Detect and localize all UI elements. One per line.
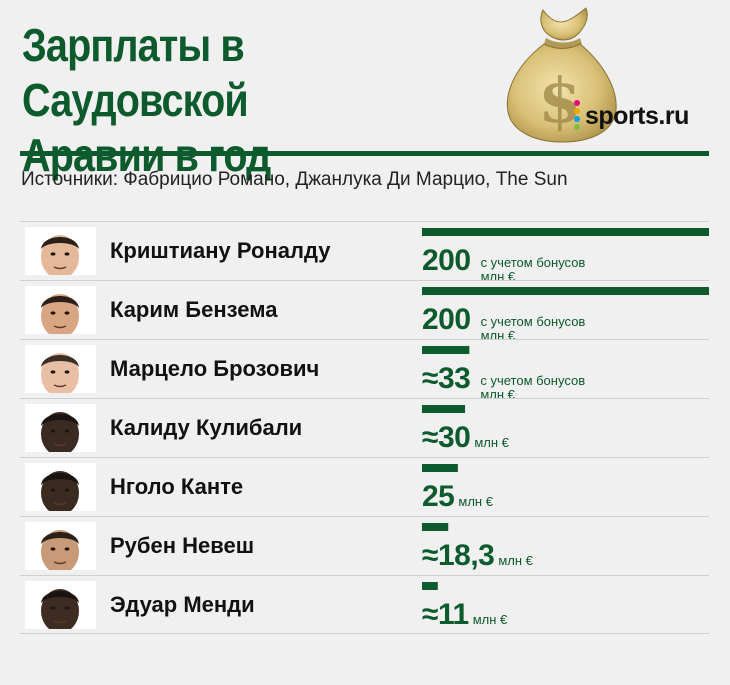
bar-track <box>422 582 438 590</box>
salary-bar <box>422 582 438 590</box>
salary-bar <box>422 346 470 354</box>
salary-number: 200 <box>422 244 471 277</box>
logo-text: sports.ru <box>585 101 689 130</box>
player-photo <box>25 286 96 334</box>
salary-value: ≈18,3 млн € <box>422 541 533 571</box>
salary-bar <box>422 464 458 472</box>
title-rule <box>20 151 709 156</box>
salary-number: 200 <box>422 303 471 336</box>
bar-track <box>422 287 709 295</box>
sources-note: Источники: Фабрицио Романо, Джанлука Ди … <box>21 169 568 190</box>
face-icon <box>41 589 79 629</box>
player-photo <box>25 404 96 452</box>
bonus-note: с учетом бонусов <box>480 373 586 388</box>
face-icon <box>41 412 79 452</box>
unit-label: млн € <box>472 612 508 627</box>
title-line-1: Зарплаты в Саудовской <box>22 19 249 126</box>
bar-track <box>422 523 449 531</box>
player-row: Карим Бензема 200 с учетом бонусов млн € <box>20 280 709 343</box>
player-photo <box>25 227 96 275</box>
face-icon <box>41 530 79 570</box>
unit-label: млн € <box>498 553 533 568</box>
unit-label: млн € <box>474 435 509 450</box>
player-photo <box>25 345 96 393</box>
salary-chart: Криштиану Роналду 200 с учетом бонусов млн … <box>20 221 709 634</box>
salary-bar <box>422 228 709 236</box>
salary-value: ≈30 млн € <box>422 423 509 453</box>
bonus-note: с учетом бонусов <box>480 314 586 329</box>
face-icon <box>41 294 79 334</box>
logo-dots-icon <box>572 100 582 132</box>
player-name: Эдуар Менди <box>110 592 255 617</box>
player-row: Калиду Кулибали ≈30 млн € <box>20 398 709 457</box>
face-icon <box>41 353 79 393</box>
face-icon <box>41 471 79 511</box>
bonus-note: с учетом бонусов <box>480 255 586 270</box>
player-name: Нголо Канте <box>110 474 244 499</box>
salary-number: 25 <box>422 480 455 513</box>
salary-number: ≈18,3 <box>422 539 495 572</box>
unit-label: млн € <box>458 494 493 509</box>
player-name: Карим Бензема <box>110 297 278 322</box>
salary-bar <box>422 287 709 295</box>
player-photo <box>25 463 96 511</box>
page-title: Зарплаты в Саудовской Аравии в год <box>22 18 469 183</box>
salary-number: ≈33 <box>422 362 471 395</box>
player-photo <box>25 581 96 629</box>
salary-value: 25 млн € <box>422 482 493 512</box>
bar-track <box>422 346 470 354</box>
salary-number: ≈11 <box>422 598 469 631</box>
player-photo <box>25 522 96 570</box>
salary-bar <box>422 405 466 413</box>
bar-track <box>422 405 466 413</box>
bar-track <box>422 228 709 236</box>
player-row: Рубен Невеш ≈18,3 млн € <box>20 516 709 575</box>
money-bag-icon: $ <box>506 7 617 143</box>
player-row: Эдуар Менди ≈11 млн € <box>20 575 709 634</box>
player-row: Криштиану Роналду 200 с учетом бонусов млн … <box>20 221 709 284</box>
player-name: Марцело Брозович <box>110 356 320 381</box>
salary-bar <box>422 523 449 531</box>
player-row: Нголо Канте 25 млн € <box>20 457 709 516</box>
player-name: Криштиану Роналду <box>110 238 331 263</box>
salary-value: 200 с учетом бонусов млн € <box>422 246 585 287</box>
salary-number: ≈30 <box>422 421 471 454</box>
bar-track <box>422 464 458 472</box>
salary-value: ≈33 с учетом бонусов млн € <box>422 364 585 405</box>
player-row: Марцело Брозович ≈33 с учетом бонусов млн € <box>20 339 709 402</box>
face-icon <box>41 235 79 275</box>
player-name: Рубен Невеш <box>110 533 255 558</box>
player-name: Калиду Кулибали <box>110 415 303 440</box>
sports-ru-logo: sports.ru <box>572 100 689 132</box>
salary-value: ≈11 млн € <box>422 600 507 630</box>
